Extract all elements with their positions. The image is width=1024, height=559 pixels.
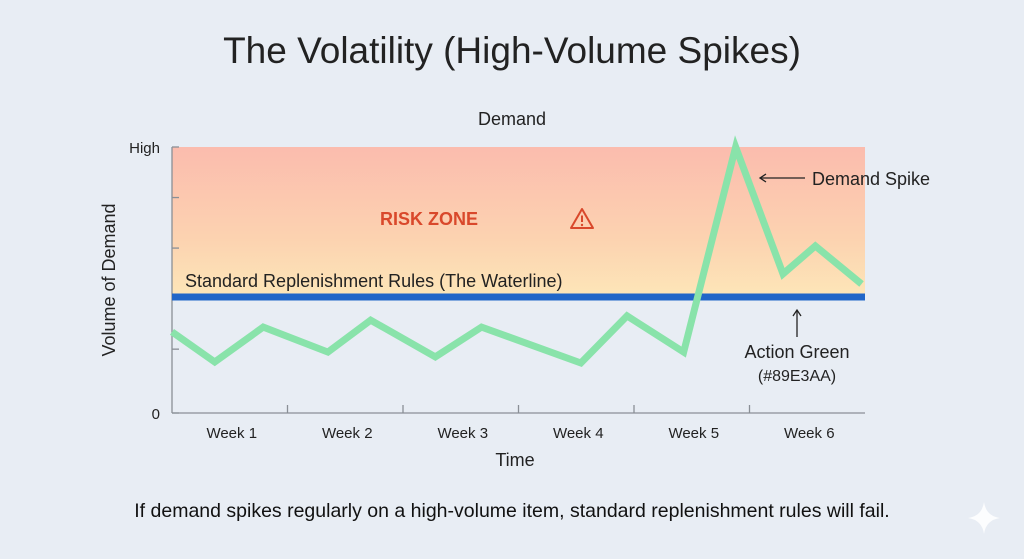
x-tick-label: Week 4 [553,425,604,442]
x-tick-label: Week 2 [322,425,373,442]
risk-zone-label: RISK ZONE [380,209,478,229]
warning-triangle-icon [570,208,594,229]
arrow-up-icon [792,308,802,337]
y-tick-label: High [129,140,160,157]
series-line-demand [169,135,864,368]
x-tick-label: Week 1 [206,425,257,442]
demand-spike-annotation: Demand Spike [812,169,930,189]
x-tick-label: Week 6 [784,425,835,442]
risk-zone-area [172,147,865,298]
caption: If demand spikes regularly on a high-vol… [134,500,890,522]
action-green-hex: (#89E3AA) [758,368,836,385]
chart-title: Demand [478,109,546,129]
waterline-label: Standard Replenishment Rules (The Waterl… [185,271,563,291]
y-axis-label: Volume of Demand [99,203,119,356]
sparkle-icon [968,502,1000,534]
action-green-annotation: Action Green [744,342,849,362]
y-tick-label: 0 [152,406,160,423]
page-title: The Volatility (High-Volume Spikes) [223,30,801,71]
x-tick-label: Week 3 [437,425,488,442]
x-tick-label: Week 5 [668,425,719,442]
arrow-left-icon [758,173,805,183]
x-axis-label: Time [495,450,534,470]
